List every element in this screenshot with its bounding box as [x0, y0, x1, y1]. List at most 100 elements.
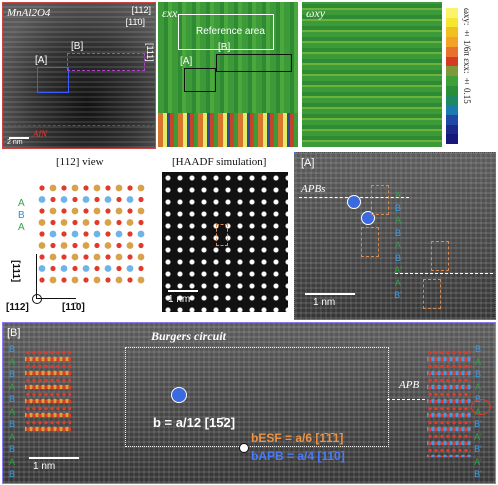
atom [115, 230, 123, 238]
atom [50, 219, 56, 226]
apb-marker-circle [471, 399, 491, 415]
atom [72, 265, 78, 272]
atom [60, 219, 68, 226]
crystal-model-panel: [112] view A B A [111] [11̄0] [112] [4, 152, 152, 320]
stacking-letter: A [8, 406, 15, 417]
stacking-letter: A [394, 277, 401, 288]
atom [71, 184, 79, 192]
zoom-b-scale-bar [29, 457, 79, 459]
atom [126, 242, 134, 249]
colorbar-cell [446, 37, 458, 47]
atom [105, 185, 111, 191]
colorbar-cell [446, 95, 458, 106]
zoom-b-tag: [B] [7, 327, 21, 339]
atom [60, 265, 68, 272]
stacking-letter: B [8, 419, 15, 429]
model-overlay-right [427, 349, 471, 457]
atom-lattice [38, 184, 145, 284]
atom [115, 184, 123, 192]
atom [49, 207, 57, 215]
atom [39, 254, 45, 260]
colorbar-label: ωxy: ± 1/6π εxx: ± 0.15 [462, 8, 472, 104]
stacking-letter: A' [474, 456, 482, 467]
unit-box-3 [431, 241, 449, 271]
apbs-label: APBs [301, 183, 326, 195]
exx-region-label-a: [A] [180, 56, 193, 67]
sim-unit-cell [216, 224, 228, 246]
wxy-title: ωxy [306, 6, 326, 20]
atom [83, 277, 89, 283]
apb-zoom-panel: [A] APBs A B A B A B A' A B' 1 nm [294, 152, 496, 320]
atom [82, 196, 90, 203]
atom [71, 276, 79, 284]
colorbar-cells [446, 8, 458, 144]
region-box-b [67, 53, 145, 71]
colorbar-cell [446, 46, 458, 57]
direction-label-bar: [11̄0] [125, 17, 145, 27]
exx-region-box-b [216, 54, 292, 72]
stacking-letter: B' [394, 290, 402, 300]
stacking-letter: B [8, 369, 15, 379]
zoom-b-scale-label: 1 nm [33, 461, 56, 472]
atom [38, 242, 46, 249]
reference-area-label: Reference area [196, 26, 265, 37]
direction-label-top: [112] [131, 5, 151, 15]
atom [137, 276, 145, 284]
atom [126, 265, 134, 272]
colorbar-cell [446, 56, 458, 67]
atom [138, 265, 144, 272]
atom [39, 231, 45, 237]
atom [94, 196, 100, 203]
substrate-label: AlN [33, 129, 48, 139]
stacking-letter: B' [474, 469, 482, 479]
atom [83, 254, 89, 260]
stack-a-bottom: A [18, 222, 25, 233]
stacking-letter: B [8, 394, 15, 404]
atom [50, 196, 56, 203]
axis-up-arrow [36, 254, 37, 298]
burgers-vector-esf: bESF = a/6 [1̄1̄1] [251, 431, 344, 445]
axis-origin-symbol [32, 294, 42, 304]
atom [61, 185, 67, 191]
atom [94, 219, 100, 226]
atom [50, 265, 56, 272]
atom [72, 242, 78, 249]
zoom-a-scale-bar [305, 293, 355, 295]
atom [82, 242, 90, 249]
atom [105, 277, 111, 283]
stacking-letter: A' [474, 431, 482, 442]
unit-box-1 [371, 185, 389, 215]
atom [127, 231, 133, 237]
colorbar-cell [446, 66, 458, 76]
atom [61, 231, 67, 237]
atom [127, 277, 133, 283]
unit-box-2 [361, 227, 379, 257]
atom [93, 207, 101, 215]
atom [38, 196, 46, 203]
colorbar-cell [446, 85, 458, 96]
atom [137, 207, 145, 215]
atom [49, 184, 57, 192]
stacking-letter: A [8, 431, 15, 442]
atom [38, 219, 46, 226]
atom [126, 196, 134, 203]
haadf-simulation-panel: 1 nm [162, 172, 288, 312]
stack-a-top: A [18, 198, 25, 209]
rotation-map-wxy: ωxy [302, 2, 442, 147]
colorbar-cell [446, 114, 458, 125]
stacking-letter: A [394, 190, 401, 200]
bottom-strain-band [158, 113, 298, 147]
sim-scale-label: 1 nm [168, 294, 191, 305]
atom [138, 242, 144, 249]
colorbar-cell [446, 124, 458, 135]
colorbar-cell [446, 105, 458, 115]
atom [104, 219, 112, 226]
axis-right-arrow [36, 298, 76, 299]
atom [83, 231, 89, 237]
atom [71, 253, 79, 261]
colorbar-cell [446, 17, 458, 28]
model-title: [112] view [56, 156, 104, 168]
colorbar-cell [446, 27, 458, 38]
region-label-b: [B] [71, 41, 84, 52]
